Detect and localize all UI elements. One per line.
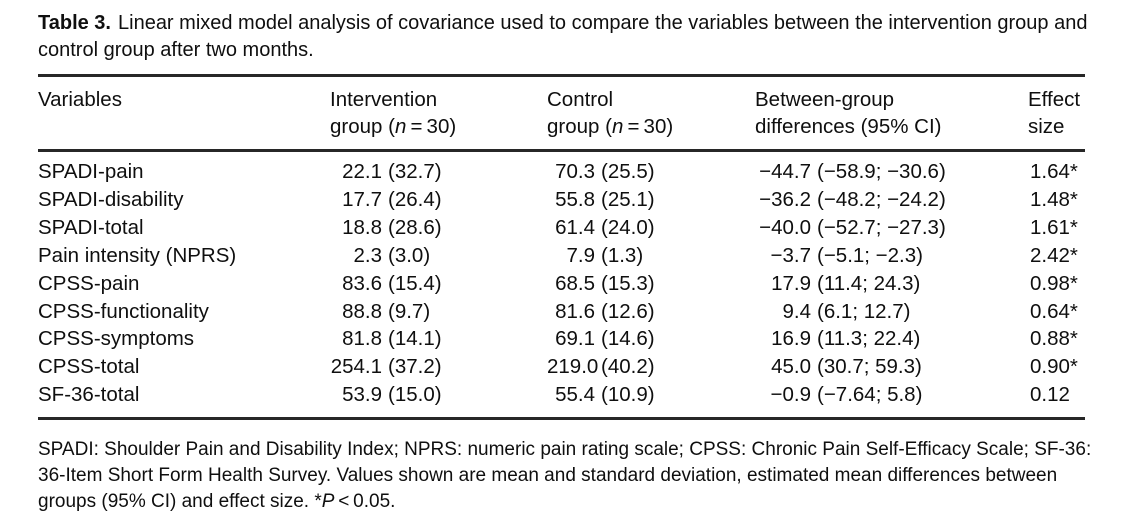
- variable-cell: SPADI-pain: [38, 160, 144, 183]
- table-caption: Table 3. Linear mixed model analysis of c…: [38, 10, 1100, 64]
- difference-cell: −0.9 (−7.64; 5.8): [770, 383, 923, 407]
- difference-cell: 45.0 (30.7; 59.3): [771, 355, 922, 379]
- intervention-cell: 53.9 (15.0): [342, 383, 442, 407]
- variable-cell: CPSS-total: [38, 355, 140, 379]
- control-cell: 81.6 (12.6): [555, 299, 655, 323]
- variable-cell: CPSS-functionality: [38, 299, 209, 323]
- effect-size-cell: 1.48*: [1030, 187, 1078, 211]
- table-row: CPSS-pain 83.6 (15.4) 68.5 (15.3) 17.9 (11.…: [38, 270, 1085, 298]
- intervention-cell: 18.8 (28.6): [342, 215, 442, 239]
- variable-cell: SPADI-disability: [38, 187, 184, 211]
- italic-n: n: [611, 115, 624, 138]
- table-body: SPADI-pain 22.1 (32.7) 70.3 (25.5) −44.7 (−…: [38, 152, 1085, 417]
- table-caption-text: Linear mixed model analysis of covarianc…: [38, 12, 1088, 61]
- significance-threshold: < 0.05.: [334, 490, 396, 512]
- effect-size-cell: 0.12: [1030, 383, 1070, 407]
- difference-cell: 17.9 (11.4; 24.3): [771, 271, 921, 295]
- control-cell: 55.8 (25.1): [555, 187, 655, 211]
- difference-cell: −36.2 (−48.2; −24.2): [759, 187, 946, 211]
- variable-cell: SF-36-total: [38, 383, 140, 407]
- table-row: CPSS-symptoms 81.8 (14.1) 69.1 (14.6) 16.9…: [38, 325, 1085, 353]
- italic-n: n: [394, 115, 407, 138]
- control-cell: 68.5 (15.3): [555, 271, 655, 295]
- control-cell: 219.0 (40.2): [547, 355, 655, 379]
- control-cell: 70.3 (25.5): [555, 160, 655, 183]
- effect-size-cell: 1.61*: [1030, 215, 1078, 239]
- table-bottom-rule: [38, 417, 1085, 420]
- intervention-cell: 22.1 (32.7): [342, 160, 442, 183]
- variable-cell: CPSS-symptoms: [38, 327, 195, 351]
- intervention-cell: 17.7 (26.4): [342, 187, 442, 211]
- effect-size-cell: 1.64*: [1030, 160, 1078, 183]
- difference-cell: −40.0 (−52.7; −27.3): [759, 215, 946, 239]
- significance-star: *: [314, 490, 322, 512]
- variable-cell: Pain intensity (NPRS): [38, 243, 237, 267]
- difference-cell: −3.7 (−5.1; −2.3): [770, 243, 923, 267]
- table-row: SPADI-disability 17.7 (26.4) 55.8 (25.1) −…: [38, 186, 1085, 214]
- table-row: SPADI-total 18.8 (28.6) 61.4 (24.0) −40.0(…: [38, 214, 1085, 242]
- difference-cell: −44.7 (−58.9; −30.6): [759, 160, 946, 183]
- control-cell: 61.4 (24.0): [555, 215, 655, 239]
- intervention-cell: 254.1 (37.2): [330, 355, 442, 379]
- variable-cell: CPSS-pain: [38, 271, 140, 295]
- header-between-group-differences: Between-group differences (95% CI): [755, 88, 942, 138]
- footnote-text: SPADI: Shoulder Pain and Disability Inde…: [38, 438, 1092, 512]
- intervention-cell: 88.8 (9.7): [342, 299, 431, 323]
- effect-size-cell: 0.98*: [1030, 271, 1078, 295]
- effect-size-cell: 0.64*: [1030, 299, 1078, 323]
- control-cell: 55.4 (10.9): [555, 383, 655, 407]
- table-caption-label: Table 3.: [38, 12, 111, 34]
- table-row: CPSS-total 254.1 (37.2) 219.0 (40.2) 45.0(…: [38, 353, 1085, 381]
- table-row: SF-36-total 53.9 (15.0) 55.4 (10.9) −0.9 (−…: [38, 381, 1085, 409]
- italic-p: P: [321, 490, 335, 512]
- table-header-rule: [38, 149, 1085, 152]
- control-cell: 69.1 (14.6): [555, 327, 655, 351]
- effect-size-cell: 2.42*: [1030, 243, 1078, 267]
- header-intervention-group: Intervention group (n = 30): [330, 88, 457, 138]
- table-header-row: Variables Intervention group (n = 30) Co…: [38, 77, 1085, 149]
- variable-cell: SPADI-total: [38, 215, 144, 239]
- intervention-cell: 83.6 (15.4): [342, 271, 442, 295]
- table-row: CPSS-functionality 88.8 (9.7) 81.6 (12.6) …: [38, 298, 1085, 326]
- table-row: Pain intensity (NPRS) 2.3 (3.0) 7.9 (1.3) …: [38, 242, 1085, 270]
- header-variables: Variables: [38, 88, 122, 111]
- difference-cell: 16.9 (11.3; 22.4): [771, 327, 921, 351]
- header-control-group: Control group (n = 30): [547, 88, 674, 138]
- intervention-cell: 81.8 (14.1): [342, 327, 442, 351]
- header-effect-size: Effect size: [1028, 88, 1081, 138]
- effect-size-cell: 0.88*: [1030, 327, 1078, 351]
- difference-cell: 9.4 (6.1; 12.7): [782, 299, 911, 323]
- table-footnote: SPADI: Shoulder Pain and Disability Inde…: [38, 437, 1096, 515]
- table-row: SPADI-pain 22.1 (32.7) 70.3 (25.5) −44.7 (−…: [38, 158, 1085, 186]
- intervention-cell: 2.3 (3.0): [353, 243, 431, 267]
- table-top-rule: [38, 74, 1085, 77]
- effect-size-cell: 0.90*: [1030, 355, 1078, 379]
- control-cell: 7.9 (1.3): [566, 243, 644, 267]
